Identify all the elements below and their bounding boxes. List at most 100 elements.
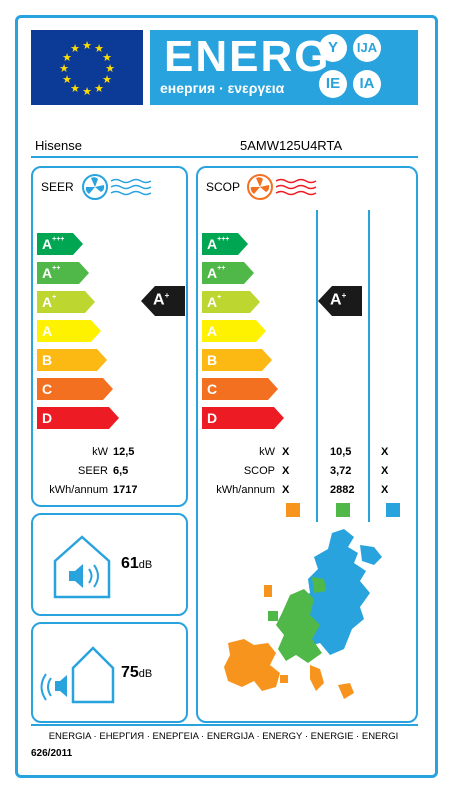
heating-class-label: C (207, 381, 218, 397)
zone-divider (368, 210, 370, 522)
svg-text:★: ★ (70, 42, 80, 55)
heating-class-label: D (207, 410, 218, 426)
cooling-class-arrow: C (37, 378, 113, 400)
heating-class-arrow: A+ (202, 291, 260, 313)
cooling-rating-sup: + (164, 291, 170, 300)
cooling-class-arrow: B (37, 349, 107, 371)
heating-class-label: A++ (207, 265, 226, 281)
indoor-noise-value: 61 (121, 555, 139, 572)
heating-kw-colder: X (282, 446, 290, 458)
header-divider (31, 156, 418, 158)
footer-divider (31, 724, 418, 726)
svg-text:★: ★ (102, 51, 112, 64)
energy-banner: ENERG енергия · ενεργεια Y IJA IE IA (150, 30, 418, 105)
svg-text:★: ★ (59, 62, 69, 75)
heating-class-label: A (207, 323, 218, 339)
heating-kw-warmer: X (381, 446, 389, 458)
cooling-class-arrow: D (37, 407, 119, 429)
label-frame (15, 15, 438, 778)
indoor-noise-level: 61dB (121, 555, 152, 573)
zone-colder-swatch (286, 503, 300, 517)
heating-kw-average: 10,5 (330, 446, 352, 458)
heating-rating-letter: A (330, 291, 342, 309)
zone-average-swatch (336, 503, 350, 517)
heating-class-label: A+++ (207, 236, 230, 252)
cooling-kw-value: 12,5 (113, 446, 135, 458)
cooling-class-arrow: A+ (37, 291, 95, 313)
cooling-panel: SEER (31, 166, 188, 507)
svg-text:★: ★ (62, 51, 72, 64)
seer-title: SEER (41, 180, 74, 194)
cooling-class-arrow: A+++ (37, 233, 83, 255)
heating-scop-label: SCOP (243, 465, 275, 477)
eu-flag: ★ ★ ★ ★ ★ ★ ★ ★ ★ ★ ★ ★ (31, 30, 143, 105)
language-bubble-ija: IJA (353, 34, 381, 62)
svg-text:★: ★ (105, 62, 115, 75)
svg-text:★: ★ (102, 73, 112, 86)
outdoor-noise-value: 75 (121, 664, 139, 681)
cooling-class-label: D (42, 410, 53, 426)
cooling-seer-label: SEER (78, 465, 108, 477)
heating-class-label: A+ (207, 294, 222, 310)
zone-divider (316, 210, 318, 522)
cooling-rating-arrow: A+ (141, 286, 185, 321)
heating-class-arrow: A+++ (202, 233, 248, 255)
cooling-kwh-value: 1717 (113, 484, 138, 496)
heating-class-arrow: A++ (202, 262, 254, 284)
cooling-class-label: A+ (42, 294, 57, 310)
svg-text:★: ★ (82, 39, 92, 52)
cooling-class-label: A (42, 323, 53, 339)
outdoor-noise-panel: 75dB (31, 622, 188, 723)
heating-scop-warmer: X (381, 465, 389, 477)
scop-title: SCOP (206, 180, 241, 194)
zone-warmer-swatch (386, 503, 400, 517)
heating-class-arrow: A (202, 320, 266, 342)
cooling-rating-letter: A (153, 291, 165, 309)
language-bubble-y: Y (319, 34, 347, 62)
cooling-class-arrow: A (37, 320, 101, 342)
heating-class-arrow: B (202, 349, 272, 371)
svg-text:★: ★ (70, 82, 80, 95)
language-bubble-ie: IE (319, 70, 347, 98)
cooling-class-arrow: A++ (37, 262, 89, 284)
heating-class-arrow: D (202, 407, 284, 429)
heating-kw-label: kW (259, 446, 275, 458)
heating-rating-arrow: A+ (318, 286, 362, 321)
energy-subtitle: енергия · ενεργεια (160, 80, 285, 96)
regulation-number: 626/2011 (31, 748, 73, 759)
cooling-kwh-label: kWh/annum (49, 484, 108, 496)
outdoor-noise-level: 75dB (121, 664, 152, 682)
svg-text:★: ★ (82, 85, 92, 98)
indoor-noise-unit: dB (138, 559, 153, 571)
brand-name: Hisense (35, 138, 82, 153)
cooling-kw-label: kW (92, 446, 108, 458)
cooling-fan-icon (82, 174, 152, 200)
heating-panel: SCOP (196, 166, 418, 723)
eu-stars-icon: ★ ★★ ★★★ ★★★ ★★★ (59, 39, 115, 98)
outdoor-unit-speaker-icon (40, 646, 115, 704)
heating-kwh-average: 2882 (330, 484, 355, 496)
heating-class-arrow: C (202, 378, 278, 400)
heating-kwh-colder: X (282, 484, 290, 496)
svg-text:★: ★ (62, 73, 72, 86)
heating-kwh-warmer: X (381, 484, 389, 496)
language-bubble-ia: IA (353, 70, 381, 98)
heating-kwh-label: kWh/annum (216, 484, 275, 496)
svg-text:★: ★ (94, 42, 104, 55)
footer-languages: ENERGIA · ЕНЕРГИЯ · ΕΝΕΡΓΕΙΑ · ENERGIJA … (48, 731, 399, 742)
cooling-class-label: C (42, 381, 53, 397)
model-number: 5AMW125U4RTA (240, 138, 343, 153)
energy-word: ENERG (164, 32, 331, 81)
heating-class-label: B (207, 352, 218, 368)
heating-rating-sup: + (341, 291, 347, 300)
cooling-seer-value: 6,5 (113, 465, 129, 477)
indoor-noise-panel: 61dB (31, 513, 188, 616)
cooling-class-label: B (42, 352, 53, 368)
cooling-class-label: A++ (42, 265, 61, 281)
indoor-unit-speaker-icon (53, 535, 111, 599)
heating-scop-average: 3,72 (330, 465, 352, 477)
heating-scop-colder: X (282, 465, 290, 477)
svg-text:★: ★ (94, 82, 104, 95)
outdoor-noise-unit: dB (138, 668, 153, 680)
europe-climate-map-icon (224, 529, 382, 699)
